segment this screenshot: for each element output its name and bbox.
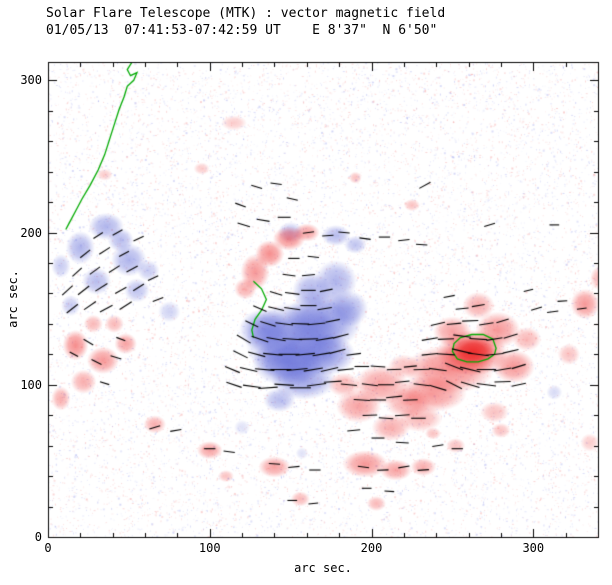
x-tick-label: 0	[44, 541, 52, 555]
x-tick-label: 100	[198, 541, 221, 555]
plot-title: Solar Flare Telescope (MTK) : vector mag…	[46, 6, 446, 21]
x-tick-label: 200	[360, 541, 383, 555]
y-tick-label: 200	[20, 225, 42, 240]
x-tick-label: 300	[522, 541, 545, 555]
y-axis-label: arc sec.	[6, 270, 20, 328]
y-tick-label: 100	[20, 377, 42, 392]
y-tick-label: 0	[34, 530, 42, 544]
plot-subtitle-date-pointing: 01/05/13 07:41:53-07:42:59 UT E 8'37" N …	[46, 23, 438, 38]
y-tick-label: 300	[20, 73, 42, 88]
x-axis-label: arc sec.	[294, 561, 352, 575]
